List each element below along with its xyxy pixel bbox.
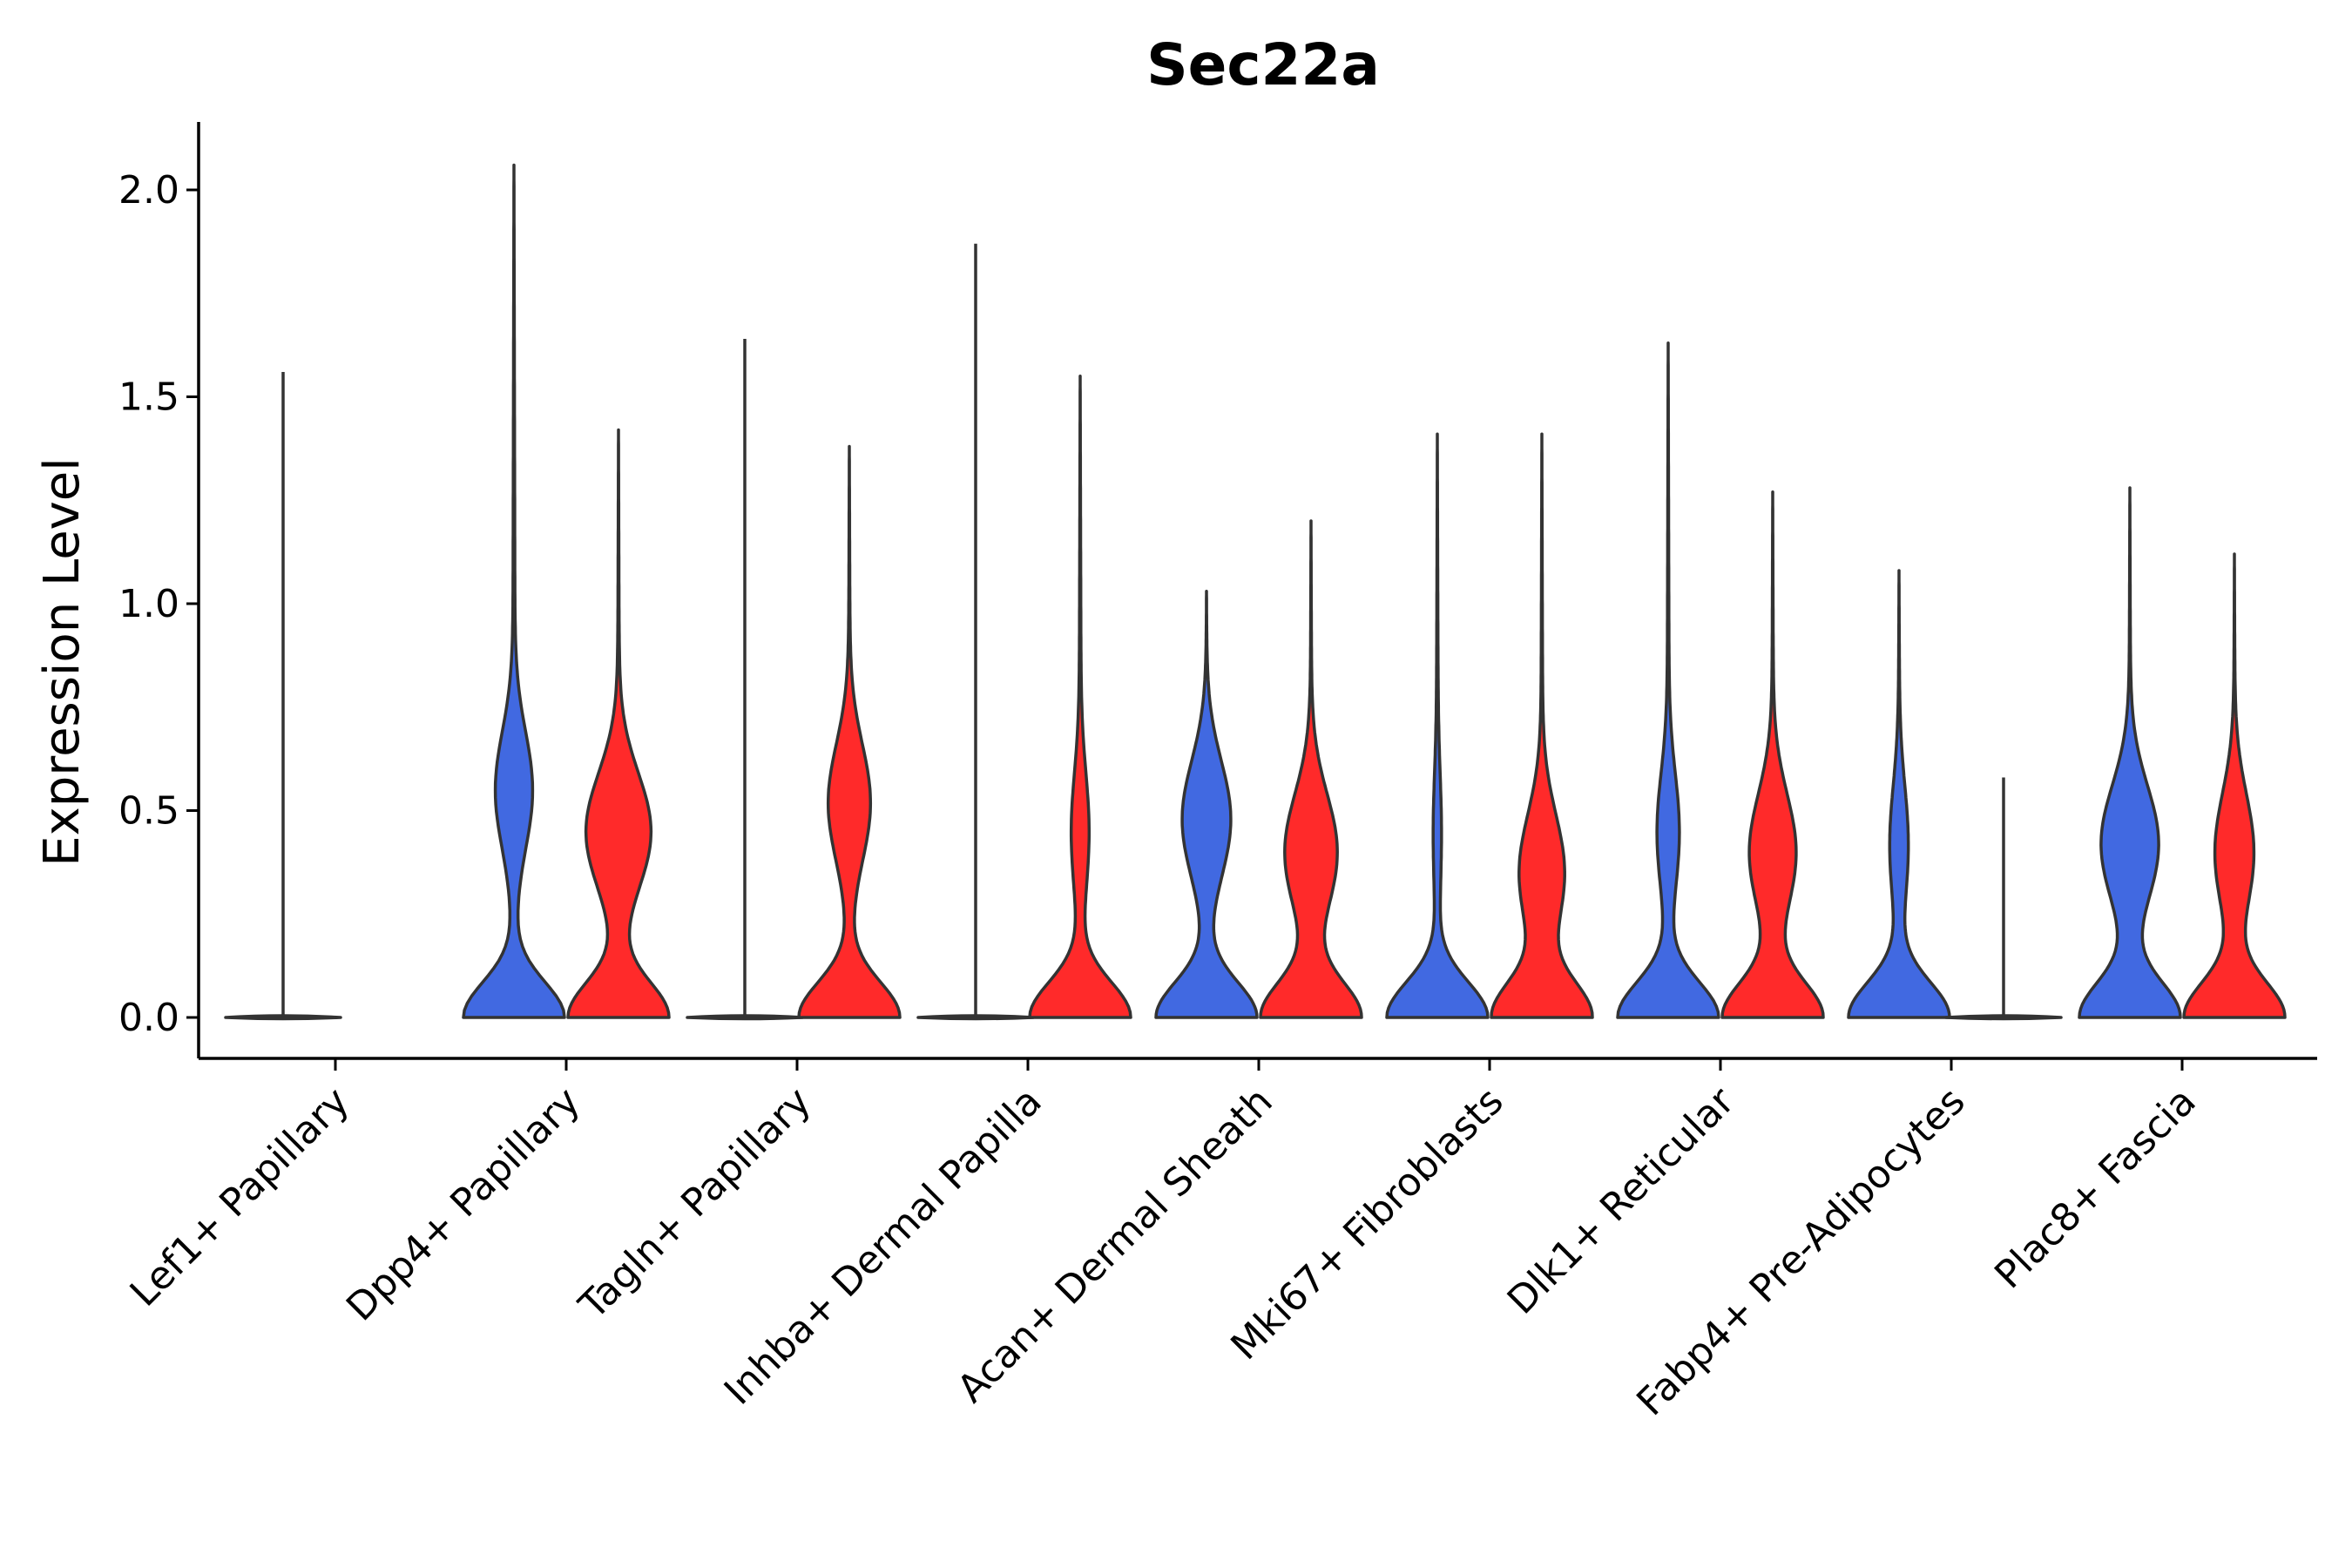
y-axis-label: Expression Level: [34, 457, 91, 867]
y-tick-label: 1.0: [118, 582, 179, 626]
violin-b: [566, 428, 671, 1019]
y-tick-label: 1.5: [118, 375, 179, 420]
violin-a: [1385, 432, 1490, 1019]
x-tick-label: Dpp4+ Papillary: [338, 1079, 589, 1330]
violin-b: [2182, 552, 2287, 1019]
violin-b: [1720, 490, 1825, 1019]
x-tick-label: Lef1+ Papillary: [122, 1079, 358, 1315]
violin-b: [1259, 519, 1363, 1019]
violin-a: [1616, 341, 1720, 1019]
y-tick-label: 2.0: [118, 168, 179, 213]
x-tick-label: Plac8+ Fascia: [1986, 1079, 2205, 1298]
violin-b: [1490, 432, 1594, 1019]
chart-title: Sec22a: [1146, 31, 1380, 98]
violin-b: [1028, 375, 1132, 1019]
violins-layer: [224, 163, 2287, 1021]
violin-a: [462, 163, 566, 1019]
y-tick-label: 0.5: [118, 789, 179, 834]
y-tick-label: 0.0: [118, 996, 179, 1040]
violin-b: [797, 444, 902, 1019]
x-tick-label: Tagln+ Papillary: [571, 1079, 820, 1328]
violin-a: [2078, 486, 2182, 1019]
violin-a: [1847, 569, 1951, 1019]
x-tick-label: Dlk1+ Reticular: [1499, 1078, 1744, 1323]
violin-a: [1154, 590, 1259, 1019]
